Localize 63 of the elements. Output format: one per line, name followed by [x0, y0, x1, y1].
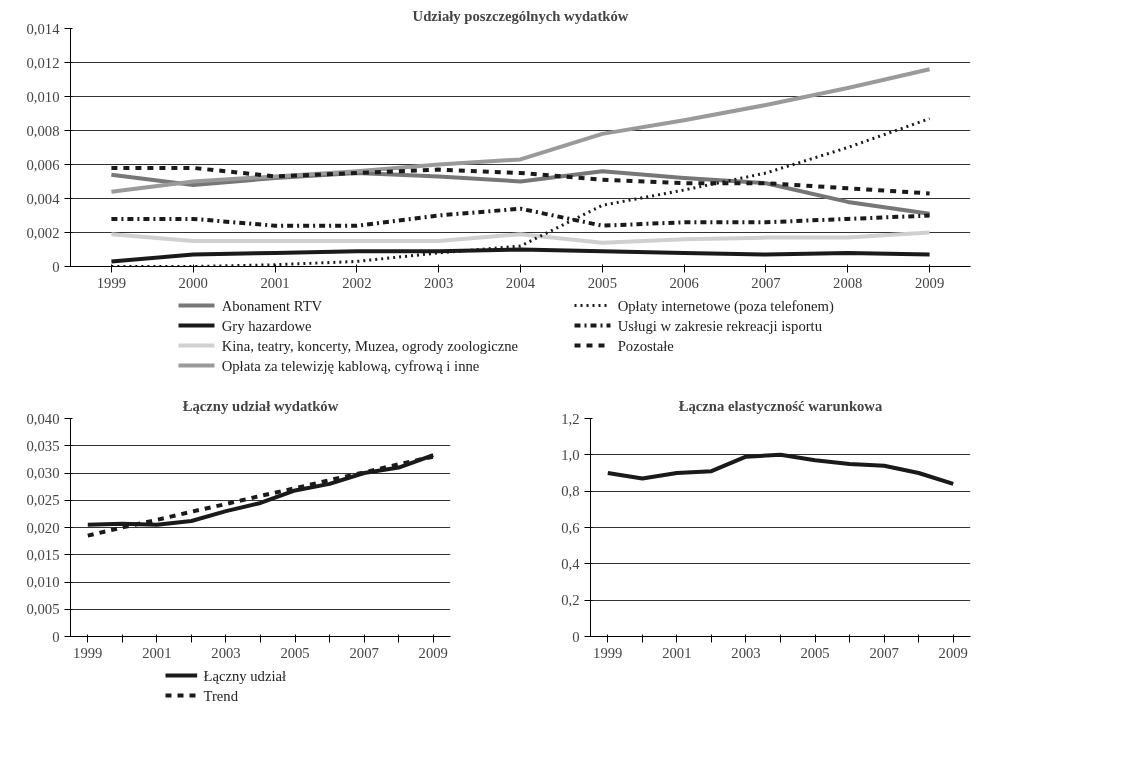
x-tick-label: 2009 — [418, 644, 448, 661]
line-series — [109, 117, 932, 267]
x-tick-label: 2001 — [260, 274, 290, 291]
x-tick-label: 2002 — [342, 274, 372, 291]
line-series — [605, 452, 956, 486]
legend-label: Łączny udział — [203, 667, 287, 684]
y-tick-label: 0,008 — [26, 122, 60, 139]
y-tick-label: 1,2 — [561, 410, 580, 427]
legend-label: Usługi w zakresie rekreacji isportu — [617, 317, 823, 334]
y-tick-label: 0,030 — [26, 465, 60, 481]
y-tick-label: 0,002 — [26, 224, 60, 241]
y-tick-label: 0,010 — [26, 88, 60, 105]
y-tick-label: 0,040 — [26, 410, 60, 427]
y-tick-label: 0,6 — [561, 519, 580, 536]
y-tick-label: 0,014 — [26, 20, 61, 37]
x-tick-label: 2001 — [662, 644, 692, 661]
x-tick-label: 2004 — [505, 274, 536, 291]
legend-label: Abonament RTV — [221, 297, 323, 314]
x-tick-label: 2003 — [731, 644, 761, 661]
x-tick-label: 2003 — [424, 274, 454, 291]
chart-title: Łączny udział wydatków — [182, 397, 339, 414]
chart-title: Udziały poszczególnych wydatków — [412, 7, 629, 24]
y-tick-label: 0,2 — [561, 592, 580, 609]
y-tick-label: 0 — [572, 628, 580, 645]
x-tick-label: 1999 — [73, 644, 103, 661]
x-tick-label: 1999 — [593, 644, 623, 661]
line-series — [109, 67, 932, 194]
x-tick-label: 2007 — [349, 644, 379, 661]
y-tick-label: 1,0 — [561, 446, 580, 463]
legend-label: Opłaty internetowe (poza telefonem) — [617, 297, 834, 315]
x-tick-label: 2007 — [869, 644, 899, 661]
y-tick-label: 0,006 — [26, 156, 60, 173]
line-series — [109, 230, 932, 245]
x-tick-label: 2005 — [587, 274, 617, 291]
y-tick-label: 0,010 — [26, 574, 60, 590]
x-tick-label: 1999 — [96, 274, 127, 291]
y-tick-label: 0,025 — [26, 492, 60, 509]
legend-label: Kina, teatry, koncerty, Muzea, ogrody zoologiczne — [221, 337, 519, 354]
chart-title: Łączna elastyczność warunkowa — [678, 397, 883, 414]
legend-label: Trend — [203, 687, 239, 704]
y-tick-label: 0,8 — [561, 483, 580, 500]
legend-label: Pozostałe — [617, 337, 674, 354]
x-tick-label: 2000 — [178, 274, 208, 291]
x-tick-label: 2001 — [142, 644, 172, 661]
y-tick-label: 0,012 — [26, 54, 60, 71]
y-tick-label: 0,005 — [26, 601, 60, 618]
y-tick-label: 0,035 — [26, 437, 60, 454]
y-tick-label: 0,004 — [26, 190, 61, 207]
x-tick-label: 2009 — [914, 274, 945, 291]
x-tick-label: 2003 — [211, 644, 241, 661]
x-tick-label: 2008 — [833, 274, 863, 291]
legend-label: Gry hazardowe — [221, 317, 312, 334]
y-tick-label: 0 — [52, 628, 60, 645]
x-tick-label: 2007 — [751, 274, 781, 291]
y-tick-label: 0,015 — [26, 546, 60, 563]
y-tick-label: 0 — [52, 258, 60, 275]
x-tick-label: 2005 — [800, 644, 830, 661]
legend-label: Opłata za telewizję kablową, cyfrową i inne — [221, 357, 480, 374]
x-tick-label: 2006 — [669, 274, 699, 291]
x-tick-label: 2009 — [938, 644, 968, 661]
y-tick-label: 0,4 — [561, 555, 581, 572]
y-tick-label: 0,020 — [26, 519, 60, 536]
x-tick-label: 2005 — [280, 644, 310, 661]
